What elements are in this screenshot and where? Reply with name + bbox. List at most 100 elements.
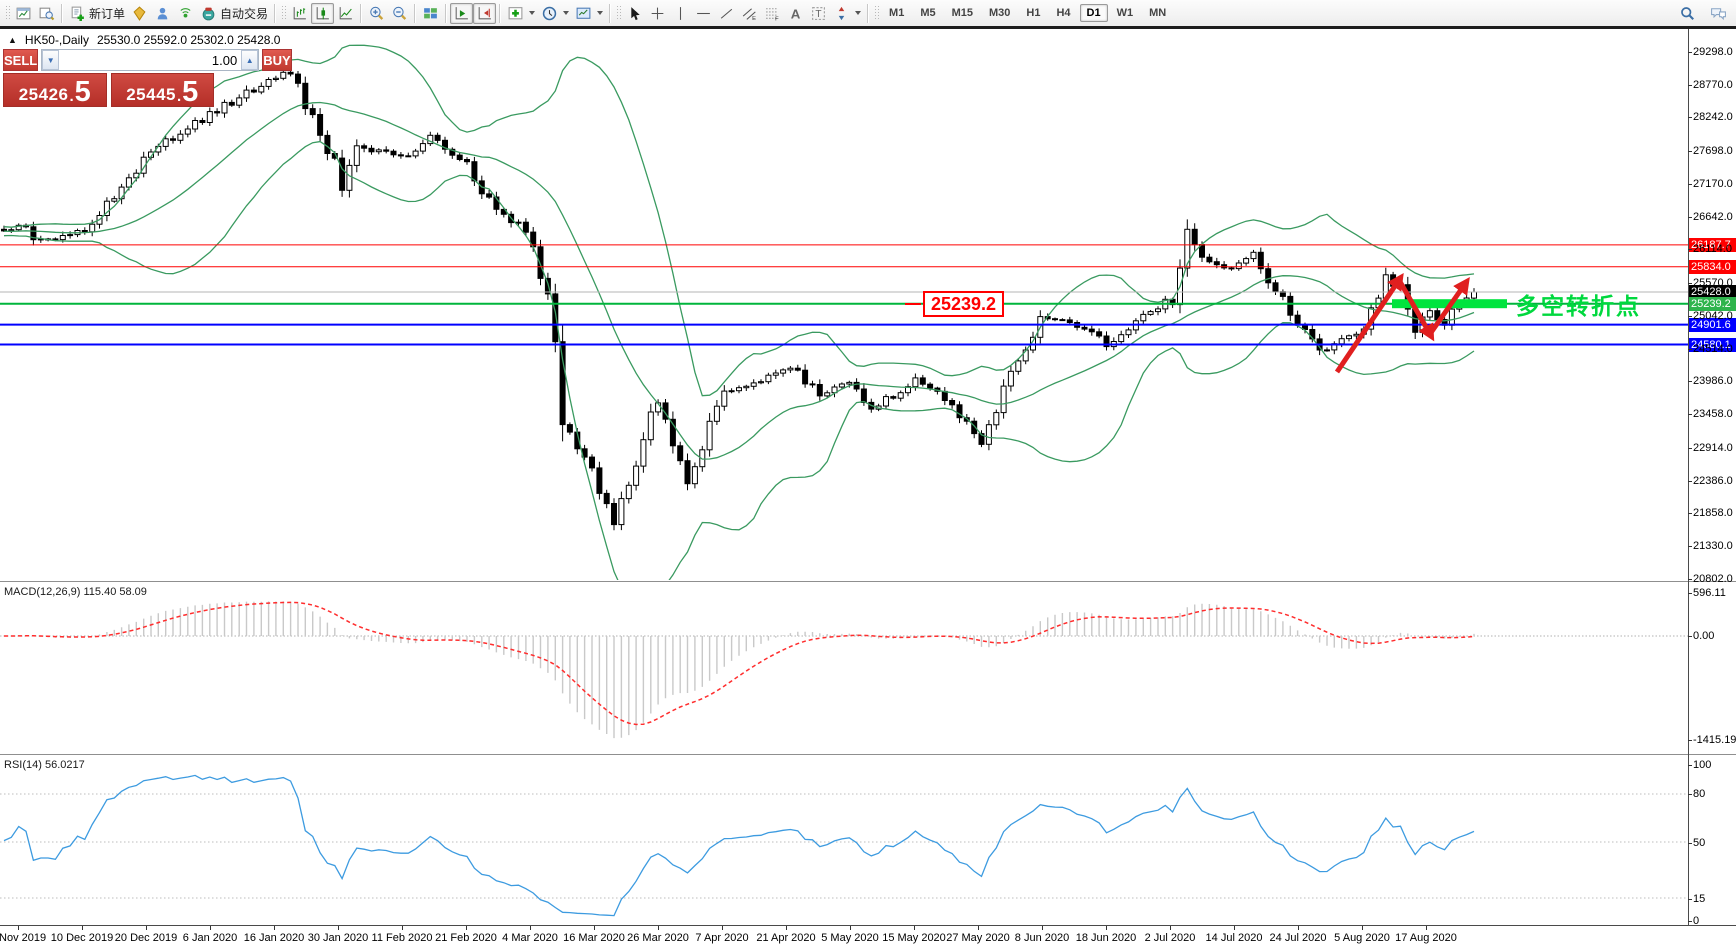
- text-button[interactable]: A: [784, 3, 807, 24]
- toolbar-grip[interactable]: [281, 5, 287, 21]
- rsi-axis-tick: 15: [1693, 893, 1706, 905]
- templates-button[interactable]: [572, 3, 606, 24]
- market-button[interactable]: [151, 3, 174, 24]
- pane-separator-rsi[interactable]: [0, 754, 1736, 755]
- zoom-in-button[interactable]: [365, 3, 388, 24]
- price-callout-label[interactable]: 25239.2: [923, 290, 1005, 317]
- vline-button[interactable]: [669, 3, 692, 24]
- market-icon: [157, 7, 168, 19]
- macd-axis-tick: 596.11: [1693, 587, 1726, 599]
- date-axis-label: 18 Jun 2020: [1075, 932, 1137, 944]
- price-axis-tick: 20802.0: [1693, 572, 1733, 585]
- timeframe-m30[interactable]: M30: [989, 7, 1011, 19]
- autotrading-button[interactable]: 自动交易: [197, 3, 271, 24]
- price-tag-24901.6: 24901.6: [1689, 317, 1736, 332]
- templates-icon: [576, 7, 591, 19]
- date-axis-label: 8 Nov 2019: [0, 932, 47, 944]
- oneclick-collapse-toggle[interactable]: ▲: [8, 35, 17, 45]
- volume-input[interactable]: [59, 50, 242, 70]
- axis-tick-mark: [1688, 151, 1692, 153]
- fibonacci-button[interactable]: F: [761, 3, 784, 24]
- cursor-button[interactable]: [623, 3, 646, 24]
- new-order-button[interactable]: 新订单: [66, 3, 128, 24]
- pane-separator-macd[interactable]: [0, 581, 1736, 582]
- axis-tick-mark: [1688, 249, 1692, 251]
- macd-pane[interactable]: [0, 583, 1736, 753]
- sell-button[interactable]: SELL: [3, 49, 39, 71]
- svg-text:F: F: [775, 16, 779, 22]
- sell-price-box[interactable]: 25426 . 5: [3, 73, 107, 107]
- bollinger-upper-band: [3, 44, 1475, 397]
- hline-button[interactable]: [692, 3, 715, 24]
- chart-ohlc-values: 25530.0 25592.0 25302.0 25428.0: [96, 33, 281, 47]
- price-axis-tick: 28242.0: [1693, 111, 1733, 124]
- rsi-pane[interactable]: [0, 756, 1736, 925]
- signals-button[interactable]: [174, 3, 197, 24]
- fibonacci-icon: F: [766, 7, 779, 22]
- trendline-icon: [720, 8, 733, 19]
- date-axis-label: 16 Jan 2020: [243, 932, 305, 944]
- timeframe-m1[interactable]: M1: [889, 7, 905, 19]
- metaeditor-button[interactable]: [128, 3, 151, 24]
- toolbar-grip[interactable]: [616, 5, 622, 21]
- axis-tick-mark: [1688, 546, 1692, 548]
- line-chart-button[interactable]: [334, 3, 357, 24]
- signals-icon: [180, 7, 191, 18]
- candles-button[interactable]: [311, 2, 335, 24]
- text-icon: A: [791, 6, 801, 21]
- axis-tick-mark: [1688, 578, 1692, 580]
- price-axis-tick: 22914.0: [1693, 441, 1733, 454]
- price-tag-25834.0: 25834.0: [1689, 259, 1736, 274]
- turning-point-annotation[interactable]: 多空转折点: [1516, 293, 1641, 320]
- arrows-button[interactable]: [830, 3, 864, 24]
- chat-button[interactable]: [1707, 3, 1730, 24]
- toolbar-separator: [61, 3, 63, 23]
- dropdown-arrow-icon[interactable]: [529, 11, 536, 15]
- dropdown-arrow-icon[interactable]: [563, 11, 570, 15]
- timeframe-h1[interactable]: H1: [1026, 7, 1041, 19]
- label-icon: T: [812, 6, 825, 20]
- dropdown-arrow-icon[interactable]: [597, 11, 604, 15]
- timeframe-m15[interactable]: M15: [951, 7, 973, 19]
- axis-tick-mark: [1688, 52, 1692, 53]
- new-chart-button[interactable]: [12, 3, 35, 24]
- sell-price-frac: 5: [74, 76, 91, 108]
- date-tick-mark: [786, 926, 787, 930]
- axis-tick-mark: [1688, 765, 1692, 766]
- label-button[interactable]: T: [807, 3, 830, 24]
- profiles-button[interactable]: [35, 3, 58, 24]
- search-button[interactable]: [1676, 3, 1699, 24]
- timeframe-mn[interactable]: MN: [1149, 7, 1167, 19]
- price-axis-tick: 23458.0: [1693, 408, 1733, 421]
- dropdown-arrow-icon[interactable]: [855, 11, 862, 15]
- trendline-button[interactable]: [715, 3, 738, 24]
- price-axis-tick: 21858.0: [1693, 507, 1733, 520]
- timeframe-h4[interactable]: H4: [1056, 7, 1071, 19]
- tile-windows-button[interactable]: [419, 3, 442, 24]
- timeframe-d1[interactable]: D1: [1079, 4, 1108, 22]
- buy-button[interactable]: BUY: [262, 49, 292, 71]
- toolbar-grip[interactable]: [874, 5, 880, 21]
- toolbar-grip[interactable]: [5, 5, 10, 21]
- bars-button[interactable]: [288, 3, 311, 24]
- chart-shift-button[interactable]: [473, 2, 497, 24]
- toolbar-right-icons: [1676, 3, 1730, 24]
- volume-increase-button[interactable]: ▲: [241, 50, 259, 70]
- timeframe-m5[interactable]: M5: [920, 7, 936, 19]
- date-tick-mark: [466, 926, 467, 930]
- zoom-out-button[interactable]: [388, 3, 411, 24]
- axis-tick-mark: [1688, 414, 1692, 416]
- line-chart-icon: [339, 6, 352, 19]
- main-price-pane[interactable]: [0, 29, 1736, 580]
- auto-scroll-button[interactable]: [450, 2, 474, 24]
- indicators-button[interactable]: [504, 3, 538, 24]
- volume-decrease-button[interactable]: ▼: [42, 50, 60, 70]
- channel-button[interactable]: E: [738, 3, 761, 24]
- buy-price-box[interactable]: 25445 . 5: [110, 73, 214, 107]
- date-tick-mark: [1106, 926, 1107, 930]
- periods-button[interactable]: [538, 3, 572, 24]
- date-tick-mark: [1042, 926, 1043, 930]
- price-tag-25428.0: 25428.0: [1689, 284, 1736, 299]
- crosshair-button[interactable]: [646, 3, 669, 24]
- timeframe-w1[interactable]: W1: [1116, 7, 1134, 19]
